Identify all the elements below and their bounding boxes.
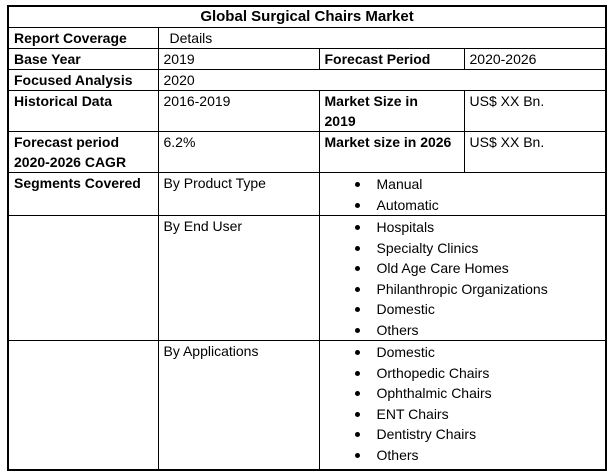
base-year-value: 2019 <box>157 48 320 70</box>
segment-item-label: Domestic <box>376 301 435 317</box>
segment-item-label: Specialty Clinics <box>376 239 479 256</box>
segment-item-label: Dentistry Chairs <box>376 426 477 442</box>
segment-item-label: Automatic <box>376 196 439 213</box>
segment-group-items: Manual Automatic <box>318 172 607 216</box>
coverage-row: Report Coverage Details <box>7 27 607 49</box>
segments-covered-label: Segments Covered <box>7 172 159 216</box>
market-size-2026-label: Market size in 2026 <box>318 131 465 173</box>
bullet-icon <box>354 327 360 333</box>
segment-item-label: Philanthropic Organizations <box>376 280 548 297</box>
coverage-label: Report Coverage <box>7 27 159 49</box>
segment-group-name: By End User <box>157 215 320 341</box>
bullet-icon <box>354 266 360 271</box>
historical-data-label: Historical Data <box>7 90 159 132</box>
base-year-row: Base Year 2019 Forecast Period 2020-2026 <box>7 48 607 70</box>
title-row: Global Surgical Chairs Market <box>7 5 607 28</box>
historical-data-row: Historical Data 2016-2019 Market Size in… <box>7 90 607 132</box>
focused-analysis-row: Focused Analysis 2020 <box>7 69 607 91</box>
bullet-list: Hospitals Specialty Clinics Old Age Care… <box>320 217 605 340</box>
bullet-icon <box>354 432 360 437</box>
segment-item-label: Others <box>376 446 419 463</box>
market-size-2019-label: Market Size in 2019 <box>318 90 465 132</box>
bullet-icon <box>354 286 360 292</box>
focused-analysis-value: 2020 <box>157 69 607 91</box>
coverage-value: Details <box>157 27 607 49</box>
bullet-icon <box>354 391 360 396</box>
list-item: Ophthalmic Chairs <box>320 383 605 404</box>
forecast-period-value: 2020-2026 <box>463 48 607 70</box>
segment-group-name: By Applications <box>157 340 320 470</box>
base-year-label: Base Year <box>7 48 159 70</box>
list-item: Automatic <box>320 195 605 215</box>
list-item: ENT Chairs <box>320 404 605 425</box>
list-item: Orthopedic Chairs <box>320 363 605 384</box>
list-item: Dentistry Chairs <box>320 424 605 445</box>
segment-item-label: Domestic <box>376 344 435 360</box>
bullet-icon <box>354 245 360 251</box>
segment-item-label: Hospitals <box>376 219 435 235</box>
segment-group-items: Domestic Orthopedic Chairs Ophthalmic Ch… <box>318 340 607 470</box>
focused-analysis-label: Focused Analysis <box>7 69 159 91</box>
segment-item-label: Manual <box>376 176 423 192</box>
segments-end-user-row: By End User Hospitals Specialty Clinics … <box>7 215 607 341</box>
bullet-icon <box>354 202 360 208</box>
list-item: Domestic <box>320 342 605 363</box>
forecast-cagr-label: Forecast period 2020-2026 CAGR <box>7 131 159 173</box>
bullet-list: Domestic Orthopedic Chairs Ophthalmic Ch… <box>320 342 605 466</box>
list-item: Others <box>320 320 605 340</box>
segment-item-label: Others <box>376 321 419 338</box>
list-item: Specialty Clinics <box>320 238 605 259</box>
market-size-2019-value: US$ XX Bn. <box>463 90 607 132</box>
segment-group-name: By Product Type <box>157 172 320 216</box>
list-item: Philanthropic Organizations <box>320 279 605 300</box>
forecast-period-label: Forecast Period <box>318 48 465 70</box>
bullet-icon <box>354 225 360 230</box>
list-item: Manual <box>320 174 605 195</box>
segment-item-label: Old Age Care Homes <box>376 260 509 276</box>
segment-item-label: Ophthalmic Chairs <box>376 385 492 401</box>
segments-product-type-row: Segments Covered By Product Type Manual … <box>7 172 607 216</box>
market-size-2026-value: US$ XX Bn. <box>463 131 607 173</box>
bullet-list: Manual Automatic <box>320 174 605 215</box>
historical-data-value: 2016-2019 <box>157 90 320 132</box>
report-coverage-table: Global Surgical Chairs Market Report Cov… <box>7 5 608 471</box>
empty-cell <box>7 340 159 470</box>
segments-applications-row: By Applications Domestic Orthopedic Chai… <box>7 340 607 470</box>
empty-cell <box>7 215 159 341</box>
bullet-icon <box>354 452 360 458</box>
list-item: Others <box>320 445 605 466</box>
forecast-cagr-value: 6.2% <box>157 131 320 173</box>
list-item: Hospitals <box>320 217 605 238</box>
bullet-icon <box>354 350 360 355</box>
bullet-icon <box>354 370 360 376</box>
table-title: Global Surgical Chairs Market <box>7 5 607 28</box>
bullet-icon <box>354 182 360 187</box>
segment-item-label: ENT Chairs <box>376 405 449 422</box>
list-item: Domestic <box>320 299 605 320</box>
segment-group-items: Hospitals Specialty Clinics Old Age Care… <box>318 215 607 341</box>
bullet-icon <box>354 307 360 312</box>
bullet-icon <box>354 411 360 417</box>
forecast-cagr-row: Forecast period 2020-2026 CAGR 6.2% Mark… <box>7 131 607 173</box>
list-item: Old Age Care Homes <box>320 258 605 279</box>
segment-item-label: Orthopedic Chairs <box>376 364 490 381</box>
